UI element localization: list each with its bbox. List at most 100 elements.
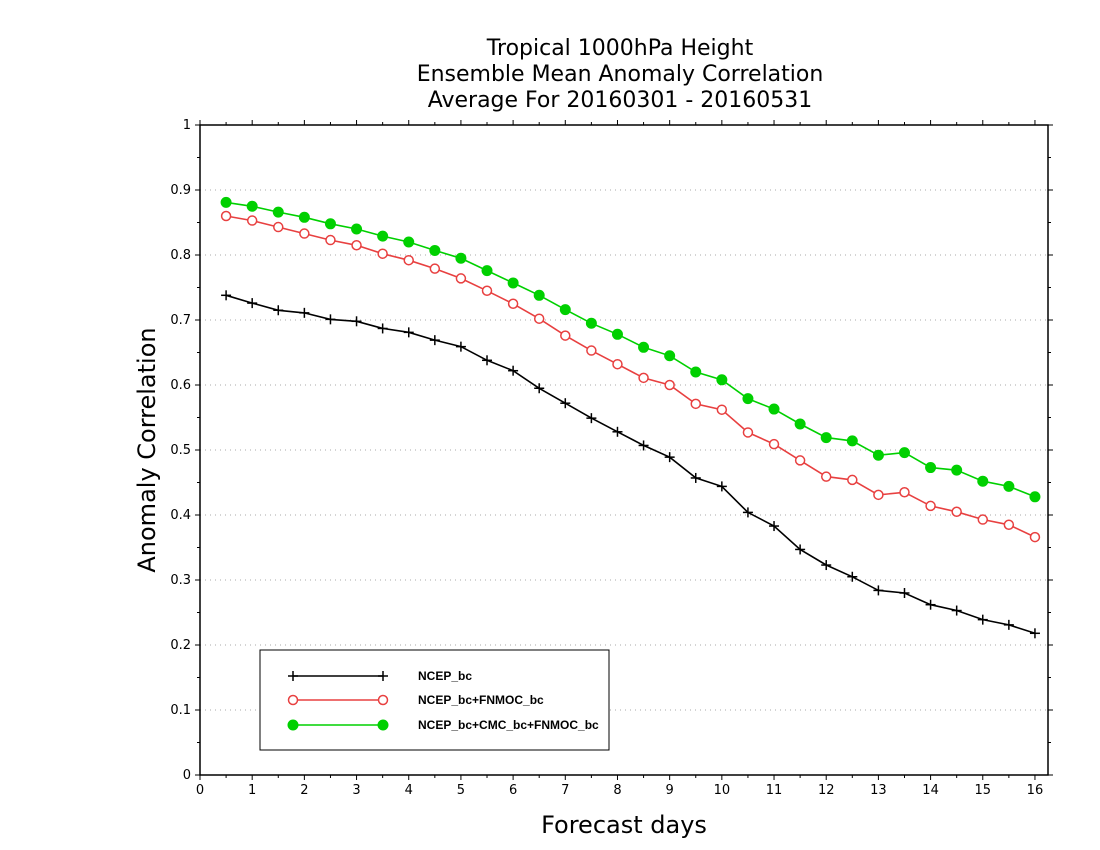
y-tick-label-10: 1	[183, 118, 191, 133]
series-2-point-4	[324, 218, 336, 230]
series-0-point-12	[534, 383, 545, 394]
series-1-point-1	[246, 215, 258, 226]
series-2-point-8	[429, 244, 441, 256]
series-2-point-28	[951, 464, 963, 476]
series-2-point-1	[246, 200, 258, 212]
series-1-point-19	[716, 404, 728, 415]
series-2-point-20	[742, 393, 754, 405]
y-tick-label-7: 0.7	[170, 313, 191, 328]
series-0-point-27	[925, 599, 936, 610]
series-1-point-0	[220, 210, 232, 222]
series-2-point-24	[846, 435, 858, 447]
series-2-point-2	[272, 206, 284, 218]
series-2-point-5	[351, 223, 363, 235]
x-tick-label-14: 14	[922, 783, 939, 798]
series-1-point-22	[794, 455, 806, 466]
series-1-point-14	[586, 345, 597, 356]
series-0-point-2	[273, 305, 284, 316]
x-axis-title: Forecast days	[541, 811, 707, 839]
series-0-point-26	[899, 588, 910, 598]
series-1-point-28	[951, 506, 962, 517]
series-0-point-21	[769, 521, 780, 532]
x-tick-label-4: 4	[405, 783, 413, 798]
series-0-point-29	[977, 614, 988, 625]
series-1-point-2	[273, 221, 284, 233]
series-0-point-1	[247, 298, 258, 309]
series-2-point-21	[768, 403, 780, 415]
y-tick-label-8: 0.8	[170, 248, 191, 263]
series-line-0	[225, 294, 1036, 635]
series-1-point-26	[899, 487, 910, 498]
y-axis-title: Anomaly Correlation	[133, 327, 161, 572]
series-2-point-30	[1003, 480, 1015, 492]
y-tick-label-1: 0.1	[170, 703, 191, 718]
y-tick-label-4: 0.4	[170, 508, 191, 523]
series-0-point-0	[221, 290, 232, 301]
legend-entry-1: NCEP_bc+FNMOC_bc	[287, 693, 544, 707]
y-tick-label-6: 0.6	[170, 378, 191, 393]
series-1-point-25	[873, 489, 884, 501]
series-1-point-8	[429, 263, 441, 274]
legend-marker-end-0	[378, 671, 388, 681]
series-2-point-9	[455, 252, 467, 264]
series-0-point-3	[299, 307, 310, 318]
legend-marker-start-1	[287, 694, 299, 706]
series-1-point-9	[455, 273, 467, 284]
x-tick-label-2: 2	[300, 783, 308, 798]
series-0-point-30	[1003, 619, 1014, 630]
x-tick-label-15: 15	[974, 783, 991, 798]
series-2-point-14	[585, 317, 597, 329]
series-1-point-6	[377, 248, 388, 259]
x-tick-label-3: 3	[352, 783, 360, 798]
series-2-point-23	[820, 432, 832, 444]
series-0-point-6	[377, 323, 388, 334]
series-1-point-18	[690, 398, 702, 410]
x-tick-label-9: 9	[666, 783, 674, 798]
legend-entry-0: NCEP_bc	[288, 669, 472, 683]
series-1-point-29	[977, 514, 989, 525]
series-1-point-17	[664, 379, 675, 391]
series-2-point-7	[403, 236, 415, 248]
x-tick-label-13: 13	[870, 783, 887, 798]
x-tick-label-16: 16	[1027, 783, 1044, 798]
x-tick-label-0: 0	[196, 783, 204, 798]
y-tick-label-9: 0.9	[170, 183, 191, 198]
series-0-point-14	[586, 413, 597, 424]
legend-marker-end-2	[377, 719, 389, 731]
series-2-point-22	[794, 418, 806, 430]
y-tick-label-2: 0.2	[170, 638, 191, 653]
legend-marker-end-1	[377, 694, 389, 706]
series-0-point-5	[351, 316, 362, 327]
series-0-point-11	[508, 365, 519, 376]
chart-title-line-2: Ensemble Mean Anomaly Correlation	[416, 62, 824, 87]
series-2-point-16	[638, 341, 650, 353]
series-2-point-3	[298, 211, 310, 223]
legend: NCEP_bc NCEP_bc+FNMOC_bc NCEP_bc+CMC_bc+FN…	[259, 649, 610, 751]
x-tick-label-6: 6	[509, 783, 517, 798]
series-0-point-8	[429, 335, 440, 346]
series-0-point-19	[716, 481, 727, 492]
series-2-point-29	[977, 475, 989, 487]
x-tick-label-7: 7	[561, 783, 569, 798]
x-tick-label-8: 8	[613, 783, 621, 798]
series-1-point-15	[612, 358, 623, 370]
series-0-point-31	[1029, 628, 1040, 639]
series-2-point-0	[220, 196, 232, 208]
series-0-point-24	[847, 571, 858, 582]
series-2-point-27	[925, 462, 937, 474]
series-1	[220, 210, 1041, 543]
series-0-point-22	[795, 544, 806, 555]
series-0-point-25	[873, 585, 884, 596]
series-2-point-18	[690, 366, 702, 378]
legend-label-1: NCEP_bc+FNMOC_bc	[418, 693, 544, 707]
y-tick-label-0: 0	[183, 768, 191, 783]
series-line-1	[225, 215, 1036, 538]
series-0-point-28	[951, 605, 962, 616]
series-2-point-6	[377, 230, 389, 242]
series-0-point-9	[455, 341, 466, 352]
legend-entry-2: NCEP_bc+CMC_bc+FNMOC_bc	[287, 718, 599, 732]
series-1-point-24	[847, 474, 858, 486]
chart-title-line-3: Average For 20160301 - 20160531	[427, 88, 813, 113]
series-1-point-7	[403, 254, 414, 266]
